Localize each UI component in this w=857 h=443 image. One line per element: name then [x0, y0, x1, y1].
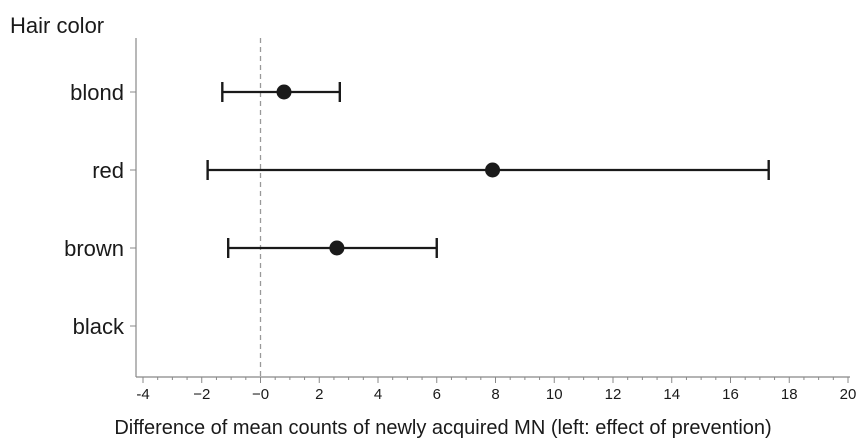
- x-tick-label: 20: [840, 386, 857, 403]
- x-tick-label: 14: [663, 386, 680, 403]
- chart-title: Hair color: [10, 13, 104, 38]
- x-tick-label: 4: [374, 386, 382, 403]
- category-rows: blond red brown black: [64, 80, 770, 339]
- point-estimate: [329, 240, 345, 256]
- x-tick-label: 8: [491, 386, 499, 403]
- row-brown: brown: [64, 236, 438, 261]
- x-tick-label: −0: [252, 386, 269, 403]
- x-axis-ticks: -4 −2 −0 2 4 6 8 10 12 14 16 18 20: [136, 377, 856, 403]
- x-tick-label: 2: [315, 386, 323, 403]
- x-tick-label: −2: [193, 386, 210, 403]
- row-black: black: [73, 314, 136, 339]
- x-tick-label: 12: [605, 386, 622, 403]
- point-estimate: [485, 162, 501, 178]
- category-label: black: [73, 314, 125, 339]
- x-axis-label: Difference of mean counts of newly acqui…: [114, 417, 771, 439]
- x-tick-label: -4: [136, 386, 149, 403]
- point-estimate: [276, 84, 292, 100]
- category-label: red: [92, 158, 124, 183]
- category-label: blond: [70, 80, 124, 105]
- x-tick-label: 6: [433, 386, 441, 403]
- category-label: brown: [64, 236, 124, 261]
- axes: [135, 38, 850, 378]
- x-tick-label: 10: [546, 386, 563, 403]
- x-tick-label: 16: [722, 386, 739, 403]
- row-red: red: [92, 158, 770, 183]
- x-tick-label: 18: [781, 386, 798, 403]
- row-blond: blond: [70, 80, 342, 105]
